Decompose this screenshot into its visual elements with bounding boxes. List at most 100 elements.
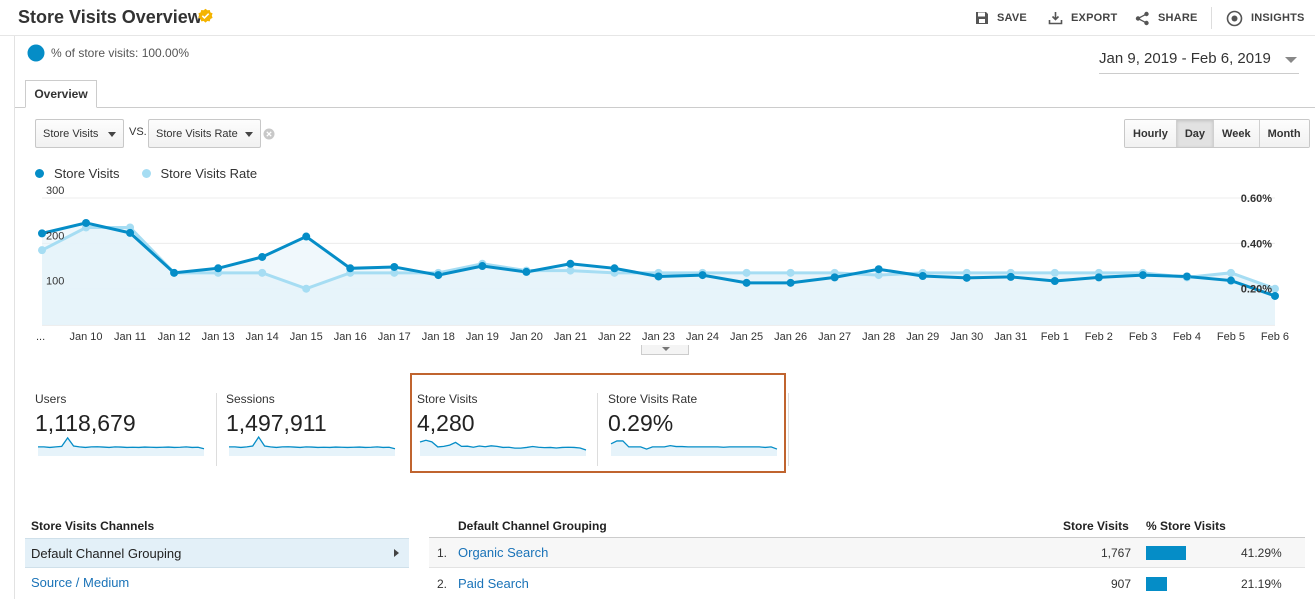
store-visits-point: [214, 264, 223, 273]
y-right-tick-label: 0.40%: [1241, 238, 1272, 250]
chart-legend: Store Visits Store Visits Rate: [35, 166, 279, 181]
pie-segment-icon: [27, 44, 45, 62]
store-visits-rate-point: [390, 268, 399, 277]
page-title: Store Visits Overview: [18, 7, 202, 27]
x-tick-label: Jan 23: [642, 331, 675, 343]
scorecard-divider: [216, 393, 217, 466]
store-visits-point: [962, 273, 971, 282]
granularity-week-button[interactable]: Week: [1214, 120, 1260, 147]
store-visits-point: [126, 228, 135, 237]
table-header-percent-store-visits[interactable]: % Store Visits: [1146, 519, 1226, 533]
scorecard-value: 4,280: [417, 410, 475, 436]
x-tick-label: Jan 25: [730, 331, 763, 343]
y-right-tick-label: 0.60%: [1241, 193, 1272, 205]
store-visits-point: [742, 278, 751, 287]
store-visits-rate-point: [566, 266, 575, 275]
granularity-day-button[interactable]: Day: [1176, 120, 1215, 147]
x-tick-label: Jan 17: [378, 331, 411, 343]
segment-indicator[interactable]: % of store visits: 100.00%: [27, 44, 189, 62]
x-tick-label: Jan 10: [70, 331, 103, 343]
x-tick-label: Jan 18: [422, 331, 455, 343]
insights-button[interactable]: INSIGHTS: [1226, 9, 1305, 27]
store-visits-point: [390, 262, 399, 271]
scorecard-label: Sessions: [226, 392, 275, 406]
x-tick-label: Jan 20: [510, 331, 543, 343]
store-visits-point: [918, 272, 927, 281]
scorecard-value: 1,118,679: [35, 410, 136, 436]
legend-dot-store-visits-rate: [141, 169, 151, 178]
store-visits-rate-point: [1271, 284, 1279, 293]
granularity-hourly-button[interactable]: Hourly: [1125, 120, 1177, 147]
toolbar-divider: [1211, 7, 1212, 29]
x-tick-label: Feb 2: [1085, 331, 1113, 343]
scorecard-store-visits-rate[interactable]: Store Visits Rate 0.29%: [608, 390, 780, 462]
scorecard-value: 0.29%: [608, 410, 674, 436]
x-tick-label: Feb 6: [1261, 331, 1289, 343]
legend-item-store-visits-rate[interactable]: Store Visits Rate: [141, 166, 258, 181]
scorecard-users[interactable]: Users 1,118,679: [35, 390, 207, 462]
scorecard-sparkline: [419, 439, 587, 456]
x-tick-label: Jan 28: [862, 331, 895, 343]
store-visits-point: [1094, 273, 1103, 282]
chevron-down-icon: [1285, 57, 1297, 63]
scorecard-label: Users: [35, 392, 67, 406]
store-visits-point: [302, 232, 311, 241]
legend-label-store-visits-rate: Store Visits Rate: [160, 166, 258, 181]
scorecard-label: Store Visits Rate: [608, 392, 698, 406]
store-visits-point: [38, 229, 46, 238]
store-visits-point: [434, 271, 443, 280]
store-visits-point: [566, 259, 575, 268]
x-tick-label: Jan 29: [906, 331, 939, 343]
share-button[interactable]: SHARE: [1135, 9, 1198, 27]
sparkline-area: [420, 440, 586, 456]
store-visits-point: [698, 271, 707, 280]
channel-option-default-grouping[interactable]: Default Channel Grouping: [25, 538, 409, 568]
dropdown-caret-icon: [245, 132, 253, 137]
table-row: 2. Paid Search 907 21.19%: [429, 569, 1305, 599]
x-tick-label: Jan 19: [466, 331, 499, 343]
dropdown-caret-icon: [108, 132, 116, 137]
store-visits-point: [82, 218, 91, 227]
store-visits-rate-point: [1226, 268, 1235, 277]
y-left-tick-label: 300: [46, 185, 64, 197]
row-percent-bar: [1146, 577, 1167, 591]
scorecard-sessions[interactable]: Sessions 1,497,911: [226, 390, 398, 462]
export-button[interactable]: EXPORT: [1048, 9, 1117, 27]
x-tick-label: Jan 12: [158, 331, 191, 343]
channels-panel-title: Store Visits Channels: [31, 519, 155, 533]
x-tick-label: Feb 5: [1217, 331, 1245, 343]
primary-metric-select[interactable]: Store Visits: [35, 119, 124, 148]
row-channel-link[interactable]: Paid Search: [458, 576, 529, 591]
date-range-picker[interactable]: Jan 9, 2019 - Feb 6, 2019: [1099, 50, 1299, 74]
clear-comparison-icon[interactable]: [263, 128, 275, 140]
top-bar: Store Visits Overview SAVE EXPORT SHARE …: [0, 0, 1315, 36]
legend-item-store-visits[interactable]: Store Visits: [35, 166, 120, 181]
segment-label: % of store visits: 100.00%: [51, 46, 190, 60]
channel-option-source-medium[interactable]: Source / Medium: [31, 575, 130, 590]
tab-overview-label: Overview: [34, 87, 88, 101]
x-tick-label: Jan 30: [950, 331, 983, 343]
x-tick-label: Jan 13: [202, 331, 235, 343]
x-tick-label: Jan 24: [686, 331, 719, 343]
secondary-metric-label: Store Visits Rate: [156, 127, 238, 140]
scorecard-store-visits[interactable]: Store Visits 4,280: [417, 390, 589, 462]
row-channel-link[interactable]: Organic Search: [458, 545, 549, 560]
y-left-tick-label: 200: [46, 230, 64, 242]
date-range-label: Jan 9, 2019 - Feb 6, 2019: [1099, 50, 1271, 67]
save-label: SAVE: [997, 12, 1027, 24]
save-button[interactable]: SAVE: [975, 9, 1027, 27]
sparkline-line: [229, 435, 396, 450]
scorecard-sparkline: [38, 436, 205, 456]
table-header-store-visits[interactable]: Store Visits: [1063, 519, 1129, 533]
secondary-metric-select[interactable]: Store Visits Rate: [148, 119, 261, 148]
granularity-month-button[interactable]: Month: [1259, 120, 1309, 147]
x-tick-label: ...: [36, 331, 45, 343]
store-visits-point: [786, 278, 795, 287]
chart-expand-handle[interactable]: [641, 345, 689, 355]
row-percent: 21.19%: [1241, 577, 1282, 591]
row-rank: 1.: [437, 546, 448, 560]
channel-option-label: Default Channel Grouping: [31, 545, 182, 561]
store-visits-point: [478, 262, 487, 271]
tab-overview[interactable]: Overview: [25, 80, 97, 108]
x-tick-label: Feb 3: [1129, 331, 1157, 343]
